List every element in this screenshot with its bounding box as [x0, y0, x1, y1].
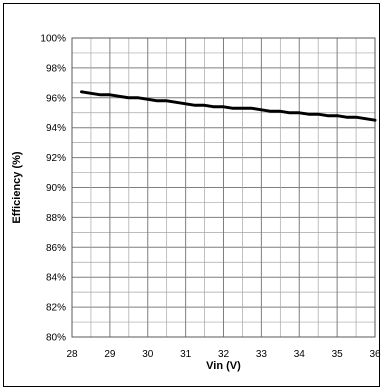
y-tick-label: 90%: [46, 183, 66, 194]
y-tick-label: 86%: [46, 243, 66, 254]
x-tick-label: 35: [332, 349, 344, 360]
y-axis-label: Efficiency (%): [11, 151, 23, 223]
efficiency-series-line: [80, 90, 377, 122]
x-tick-label: 29: [104, 349, 116, 360]
y-tick-label: 80%: [46, 333, 66, 344]
y-tick-label: 98%: [46, 63, 66, 74]
x-tick-label: 33: [256, 349, 268, 360]
y-tick-label: 96%: [46, 93, 66, 104]
chart-frame: [3, 3, 380, 387]
x-tick-label: 36: [369, 349, 381, 360]
x-tick-label: 34: [294, 349, 306, 360]
x-tick-label: 28: [66, 349, 78, 360]
y-tick-label: 92%: [46, 153, 66, 164]
y-tick-label: 82%: [46, 303, 66, 314]
plot-area-border: [71, 37, 376, 338]
x-axis-label: Vin (V): [206, 360, 241, 372]
y-tick-label: 84%: [46, 273, 66, 284]
x-tick-label: 31: [180, 349, 192, 360]
y-tick-label: 88%: [46, 213, 66, 224]
y-tick-label: 94%: [46, 123, 66, 134]
y-tick-label: 100%: [40, 34, 66, 45]
x-tick-label: 30: [142, 349, 154, 360]
x-tick-label: 32: [218, 349, 230, 360]
